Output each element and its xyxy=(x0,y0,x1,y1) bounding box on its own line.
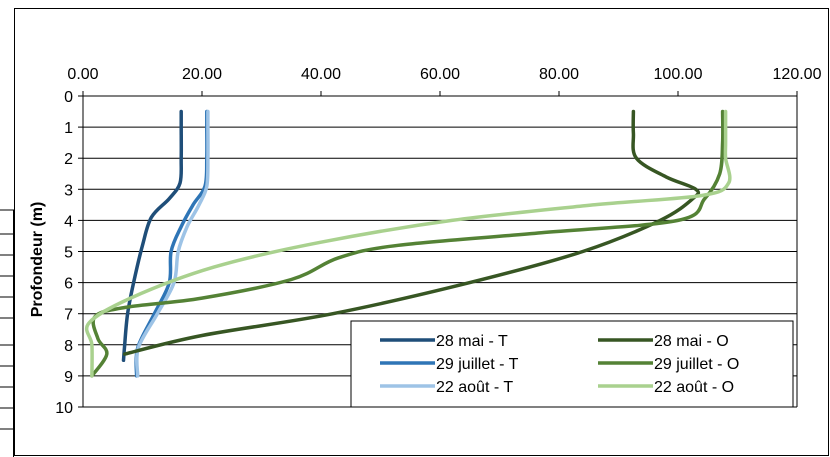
series-line-3 xyxy=(122,109,701,356)
legend-label-2: 22 août - T xyxy=(436,379,513,396)
y-tick-label: 10 xyxy=(55,400,73,417)
y-tick-label: 4 xyxy=(64,213,73,230)
y-axis-title: Profondeur (m) xyxy=(29,202,46,318)
y-tick-label: 2 xyxy=(64,151,73,168)
series-line-2 xyxy=(134,109,210,378)
x-tick-label: 80.00 xyxy=(539,66,579,83)
spreadsheet-cell-borders xyxy=(0,0,14,457)
y-tick-label: 6 xyxy=(64,276,73,293)
x-tick-label: 120.00 xyxy=(773,66,822,83)
y-tick-label: 0 xyxy=(64,89,73,106)
legend-label-5: 22 août - O xyxy=(654,379,734,396)
x-tick-label: 60.00 xyxy=(420,66,460,83)
y-tick-label: 8 xyxy=(64,338,73,355)
legend-label-0: 28 mai - T xyxy=(436,333,508,350)
x-tick-label: 20.00 xyxy=(182,66,222,83)
series-line-0 xyxy=(121,109,184,363)
legend: 28 mai - T 28 mai - O 29 juillet - T 29 jui… xyxy=(350,320,794,408)
series-line-4 xyxy=(90,109,725,378)
y-tick-label: 5 xyxy=(64,245,73,262)
series-line-5 xyxy=(84,109,732,378)
cell-borders-svg xyxy=(0,209,14,457)
legend-label-3: 28 mai - O xyxy=(654,333,729,350)
y-tick-label: 3 xyxy=(64,182,73,199)
series-lines xyxy=(84,109,732,378)
x-tick-label: 100.00 xyxy=(654,66,703,83)
legend-label-1: 29 juillet - T xyxy=(436,356,519,373)
y-tick-label: 1 xyxy=(64,120,73,137)
legend-label-4: 29 juillet - O xyxy=(654,356,739,373)
y-tick-label: 7 xyxy=(64,307,73,324)
y-tick-label: 9 xyxy=(64,369,73,386)
x-tick-label: 0.00 xyxy=(67,66,98,83)
x-tick-label: 40.00 xyxy=(301,66,341,83)
